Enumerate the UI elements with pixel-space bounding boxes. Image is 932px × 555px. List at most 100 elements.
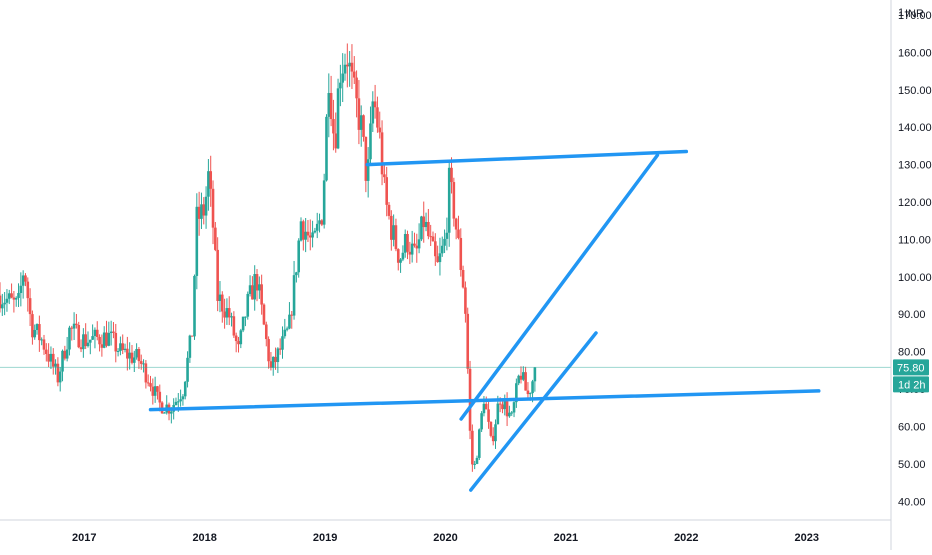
trend-line[interactable]: [365, 149, 689, 167]
candle-body: [343, 64, 347, 74]
candle-body: [246, 293, 250, 317]
candle-body: [21, 275, 25, 286]
candle-body: [93, 329, 97, 337]
candle-body: [285, 328, 289, 330]
candle-body: [223, 311, 226, 318]
candle-body: [82, 334, 85, 350]
candle-body: [336, 88, 340, 149]
candle-body: [387, 204, 391, 216]
candle-body: [278, 348, 282, 350]
candle-body: [14, 297, 18, 300]
candle-body: [123, 348, 127, 351]
candle-body: [436, 256, 439, 263]
candle-body: [531, 381, 534, 394]
candle-body: [204, 196, 208, 216]
candle-body: [394, 225, 398, 250]
candle-body: [258, 284, 261, 291]
candle-body: [297, 240, 300, 273]
candle-body: [262, 304, 266, 325]
candle-body: [501, 404, 504, 410]
candle-body: [417, 239, 421, 249]
candle-body: [371, 101, 375, 124]
candle-body: [255, 274, 259, 291]
candle-body: [45, 349, 48, 355]
candle-body: [137, 348, 141, 362]
candle-body: [95, 329, 99, 337]
candle-body: [188, 335, 192, 358]
candle-body: [58, 371, 62, 383]
candle-body: [415, 245, 419, 249]
y-tick-label: 120.00: [898, 197, 932, 209]
candle-body: [158, 391, 162, 403]
candle-body: [413, 243, 416, 246]
candle-body: [5, 298, 9, 303]
candle-body: [190, 335, 194, 337]
candle-body: [496, 403, 500, 425]
candle-body: [440, 245, 444, 254]
candle-body: [193, 275, 196, 337]
x-tick-label: 2017: [72, 532, 96, 544]
candle-body: [10, 293, 13, 298]
candle-body: [26, 281, 30, 299]
candle-body: [139, 361, 143, 364]
y-tick-label: 80.00: [898, 347, 926, 359]
candle-body: [218, 294, 222, 301]
candle-body: [403, 234, 407, 253]
candle-body: [100, 344, 104, 348]
trend-line[interactable]: [148, 389, 821, 412]
candle-body: [478, 429, 481, 458]
trend-line[interactable]: [459, 153, 660, 421]
candle-body: [107, 333, 111, 346]
candle-body: [202, 204, 206, 216]
candle-body: [480, 413, 483, 430]
candle-body: [369, 123, 372, 160]
currency-label[interactable]: INR: [905, 8, 924, 20]
candle-body: [38, 324, 41, 341]
candle-body: [487, 409, 490, 422]
candle-body: [494, 424, 497, 442]
candle-body: [325, 116, 328, 181]
x-tick-label: 2018: [192, 532, 216, 544]
candle-body: [327, 92, 331, 117]
candle-body: [461, 269, 465, 288]
candle-body: [390, 215, 393, 240]
candle-body: [410, 243, 414, 255]
candle-body: [12, 297, 16, 300]
candle-body: [207, 171, 210, 197]
candle-body: [352, 71, 356, 78]
candle-body: [248, 285, 252, 294]
candle-body: [186, 357, 189, 382]
candle-body: [47, 354, 50, 362]
candle-body: [399, 259, 402, 263]
candle-body: [396, 249, 400, 263]
candle-body: [508, 412, 511, 417]
candle-body: [302, 221, 305, 240]
countdown-label: 1d 2h: [898, 379, 926, 391]
candle-body: [329, 92, 333, 120]
candle-body: [42, 339, 46, 350]
candle-body: [290, 314, 294, 316]
countdown-badge: [893, 376, 929, 393]
candle-body: [116, 350, 120, 352]
candle-body: [209, 171, 213, 189]
y-tick-label: 40.00: [898, 496, 926, 508]
candle-body: [420, 216, 423, 240]
candle-body: [406, 234, 409, 252]
candle-body: [308, 235, 312, 238]
candle-body: [86, 342, 90, 347]
candle-body: [512, 402, 516, 413]
trend-line[interactable]: [469, 331, 598, 492]
x-tick-label: 2021: [554, 532, 578, 544]
candle-body: [151, 386, 155, 396]
candle-body: [40, 339, 43, 341]
candle-body: [452, 182, 456, 219]
candle-body: [128, 352, 131, 359]
candle-body: [346, 64, 349, 67]
candle-body: [517, 375, 520, 384]
candle-body: [146, 382, 150, 384]
candle-body: [174, 401, 178, 405]
y-tick-label: 140.00: [898, 122, 932, 134]
